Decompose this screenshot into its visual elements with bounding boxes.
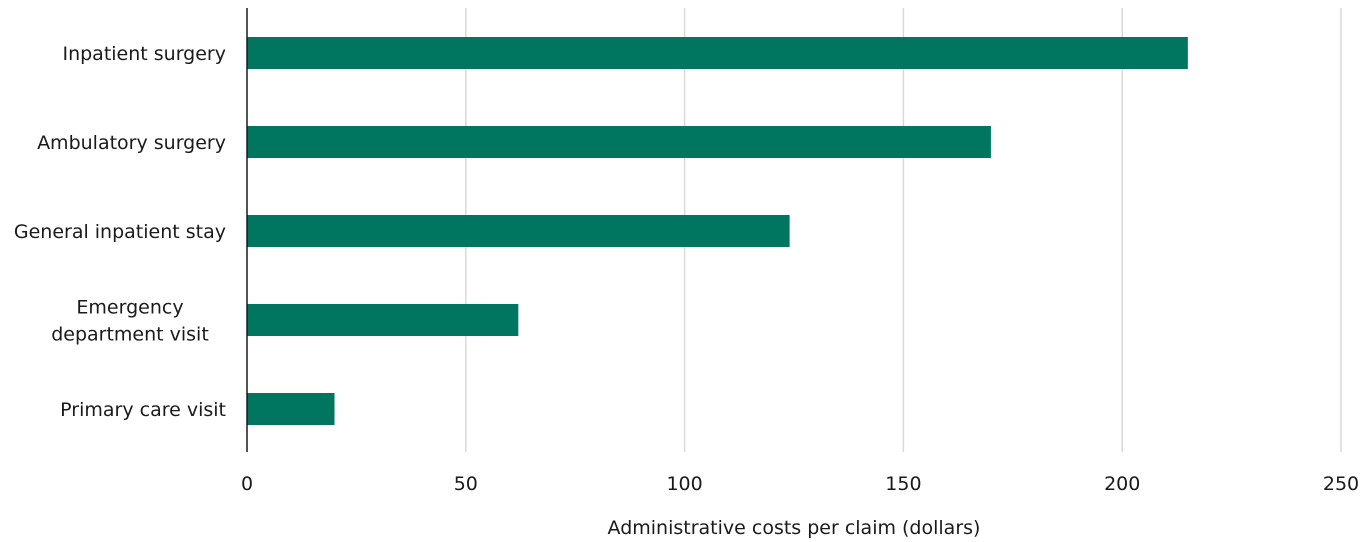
- x-axis-title: Administrative costs per claim (dollars): [608, 517, 981, 539]
- category-label-inpatient-surgery: Inpatient surgery: [62, 43, 226, 65]
- category-label-ambulatory-surgery: Ambulatory surgery: [37, 132, 226, 154]
- category-label-general-inpatient-stay: General inpatient stay: [14, 221, 226, 243]
- category-label-line: Emergency: [76, 297, 183, 319]
- bars: [247, 37, 1188, 425]
- x-tick-labels: 0 50 100 150 200 250: [241, 473, 1359, 495]
- category-label-line: Inpatient surgery: [62, 43, 226, 65]
- x-tick-label-150: 150: [885, 473, 921, 495]
- category-label-line: Primary care visit: [60, 399, 226, 421]
- grid-lines: [465, 8, 1342, 452]
- bar-ambulatory-surgery: [247, 126, 991, 158]
- bar-general-inpatient-stay: [247, 215, 790, 247]
- category-label-primary-care-visit: Primary care visit: [60, 399, 226, 421]
- x-tick-label-250: 250: [1323, 473, 1359, 495]
- bar-inpatient-surgery: [247, 37, 1188, 69]
- category-label-line: department visit: [51, 324, 209, 346]
- bar-emergency-department-visit: [247, 304, 519, 336]
- category-labels: Inpatient surgery Ambulatory surgery Gener…: [14, 43, 226, 421]
- x-tick-label-50: 50: [454, 473, 478, 495]
- x-tick-label-0: 0: [241, 473, 253, 495]
- category-label-line: Ambulatory surgery: [37, 132, 226, 154]
- category-label-emergency-department-visit: Emergency department visit: [51, 297, 209, 346]
- category-label-line: General inpatient stay: [14, 221, 226, 243]
- bar-primary-care-visit: [247, 393, 335, 425]
- x-tick-label-200: 200: [1104, 473, 1140, 495]
- x-tick-label-100: 100: [666, 473, 702, 495]
